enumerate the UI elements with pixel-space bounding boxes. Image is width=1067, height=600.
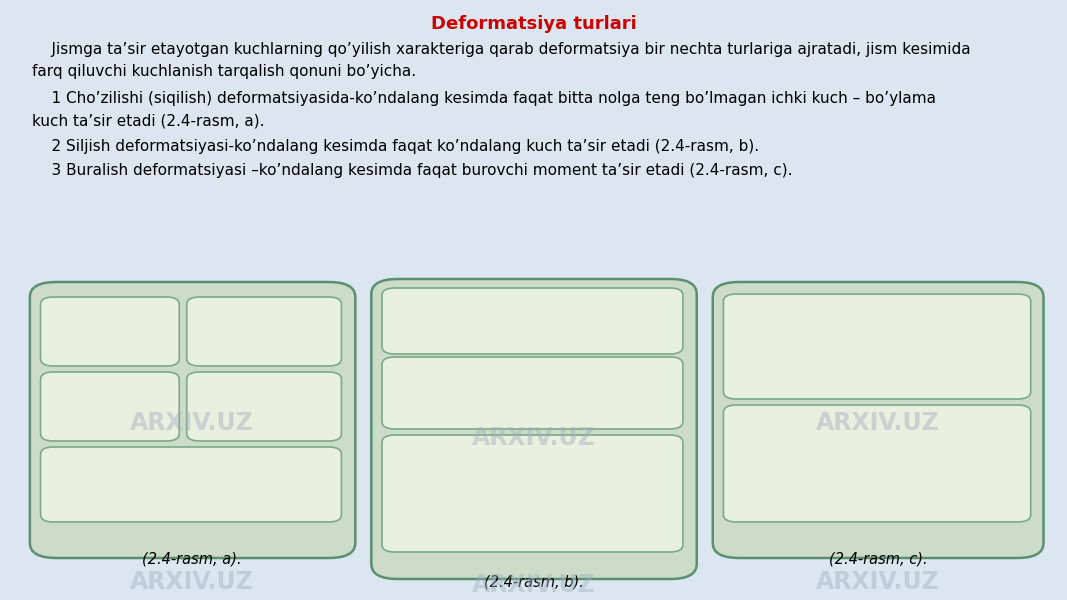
Text: ARXIV.UZ: ARXIV.UZ: [472, 426, 595, 450]
FancyBboxPatch shape: [382, 357, 683, 429]
FancyBboxPatch shape: [41, 297, 179, 366]
Text: kuch ta’sir etadi (2.4-rasm, a).: kuch ta’sir etadi (2.4-rasm, a).: [32, 114, 265, 129]
FancyBboxPatch shape: [30, 282, 355, 558]
FancyBboxPatch shape: [723, 294, 1031, 399]
Text: ARXIV.UZ: ARXIV.UZ: [130, 411, 254, 435]
FancyBboxPatch shape: [382, 435, 683, 552]
Text: 2 Siljish deformatsiyasi-ko’ndalang kesimda faqat ko’ndalang kuch ta’sir etadi (: 2 Siljish deformatsiyasi-ko’ndalang kesi…: [32, 139, 759, 154]
Text: (2.4-rasm, a).: (2.4-rasm, a).: [142, 552, 242, 567]
Text: Jismga ta’sir etayotgan kuchlarning qo’yilish xarakteriga qarab deformatsiya bir: Jismga ta’sir etayotgan kuchlarning qo’y…: [32, 42, 971, 57]
Text: (2.4-rasm, c).: (2.4-rasm, c).: [829, 552, 927, 567]
FancyBboxPatch shape: [41, 372, 179, 441]
Text: 1 Cho’zilishi (siqilish) deformatsiyasida-ko’ndalang kesimda faqat bitta nolga t: 1 Cho’zilishi (siqilish) deformatsiyasid…: [32, 91, 936, 106]
Text: (2.4-rasm, b).: (2.4-rasm, b).: [483, 574, 584, 589]
FancyBboxPatch shape: [382, 288, 683, 354]
FancyBboxPatch shape: [723, 405, 1031, 522]
Text: 3 Buralish deformatsiyasi –ko’ndalang kesimda faqat burovchi moment ta’sir etadi: 3 Buralish deformatsiyasi –ko’ndalang ke…: [32, 163, 793, 178]
Text: farq qiluvchi kuchlanish tarqalish qonuni bo’yicha.: farq qiluvchi kuchlanish tarqalish qonun…: [32, 64, 416, 79]
FancyBboxPatch shape: [187, 297, 341, 366]
Text: ARXIV.UZ: ARXIV.UZ: [472, 573, 595, 597]
FancyBboxPatch shape: [371, 279, 697, 579]
FancyBboxPatch shape: [187, 372, 341, 441]
FancyBboxPatch shape: [41, 447, 341, 522]
Text: Deformatsiya turlari: Deformatsiya turlari: [431, 15, 636, 33]
Text: ARXIV.UZ: ARXIV.UZ: [130, 570, 254, 594]
Text: ARXIV.UZ: ARXIV.UZ: [816, 411, 940, 435]
Text: ARXIV.UZ: ARXIV.UZ: [816, 570, 940, 594]
FancyBboxPatch shape: [713, 282, 1044, 558]
